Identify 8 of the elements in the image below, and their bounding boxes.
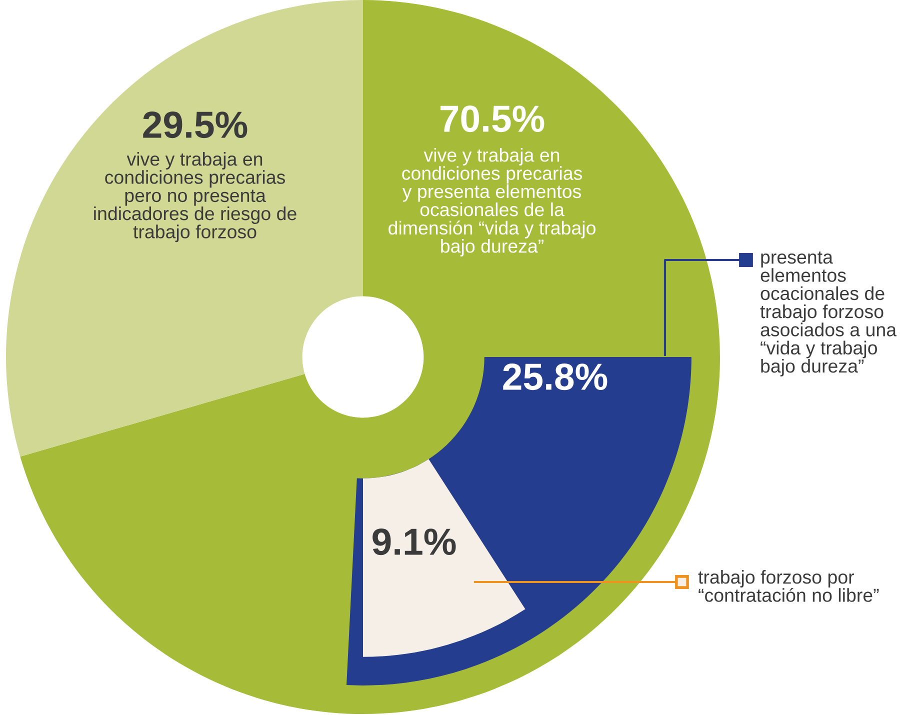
slice-label: vive y trabaja en condiciones precarias y presenta elementos ocasionales de la dimensión “vida y trabajo bajo dureza” [388, 148, 596, 256]
legend-label: trabajo forzoso por “contratación no libre” [698, 570, 879, 602]
data-label: 9.1% [372, 528, 456, 556]
data-label: 70.5% [440, 106, 544, 132]
data-label: 25.8% [503, 364, 608, 390]
slice-label: vive y trabaja en condiciones precarias pero no presenta indicadores de riesgo de trabajo forzoso [94, 152, 296, 242]
data-label: 29.5% [143, 112, 248, 138]
legend-label: presenta elementos ocacionales de trabajo forzoso asociados a una “vida y trabajo bajo dureza” [760, 251, 897, 376]
